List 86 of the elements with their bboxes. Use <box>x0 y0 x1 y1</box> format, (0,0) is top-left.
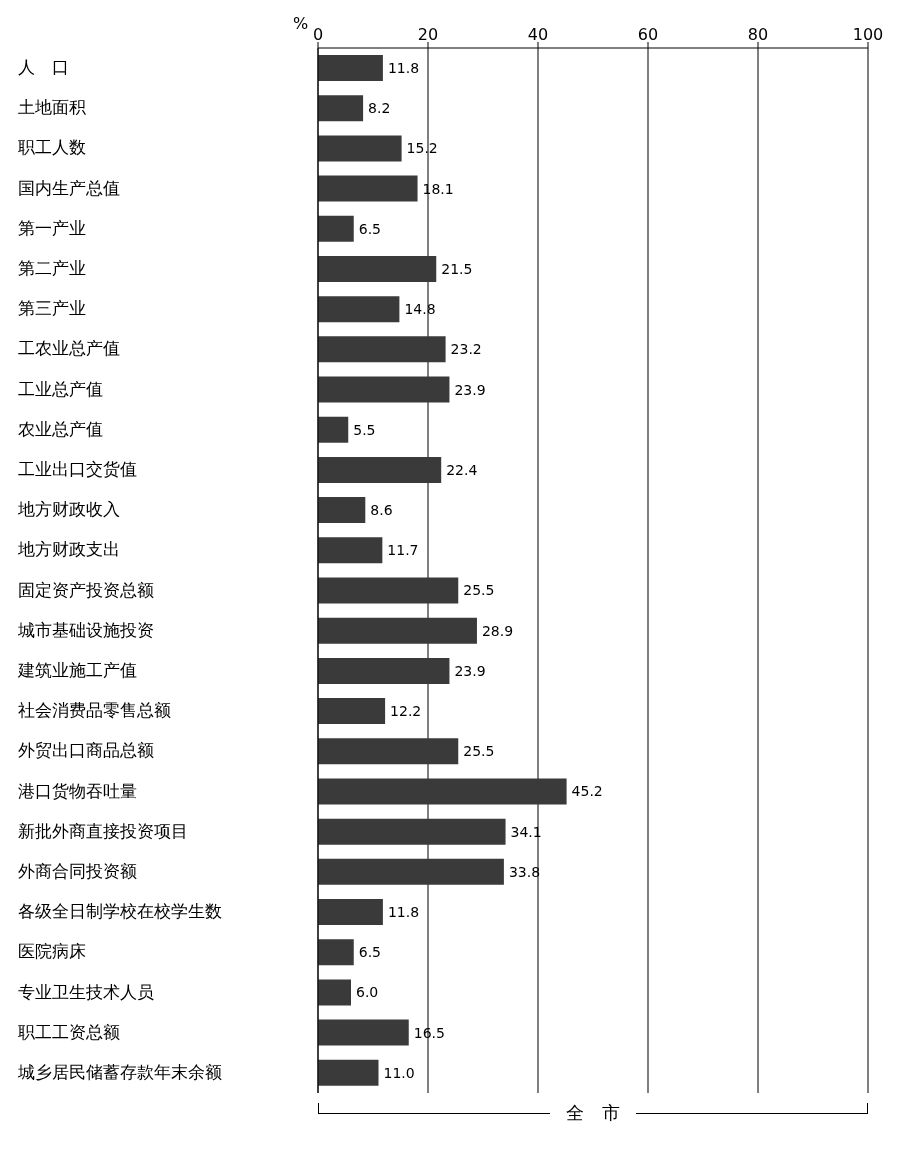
bar <box>318 336 446 363</box>
bar <box>318 858 504 885</box>
y-tick-label: 各级全日制学校在校学生数 <box>18 901 222 922</box>
bar <box>318 497 366 524</box>
x-tick-label: 60 <box>637 25 659 44</box>
y-tick-label: 人 口 <box>18 57 69 78</box>
bar <box>318 55 383 81</box>
bar <box>318 738 459 765</box>
bar <box>318 778 567 805</box>
bar <box>318 657 450 684</box>
y-tick-label: 第一产业 <box>18 217 86 238</box>
y-tick-label: 地方财政支出 <box>17 539 120 560</box>
data-label: 11.8 <box>387 59 420 76</box>
y-tick-label: 外贸出口商品总额 <box>18 740 154 761</box>
y-tick-label: 工农业总产值 <box>18 338 120 359</box>
bar <box>318 1059 379 1086</box>
bar <box>318 175 418 202</box>
data-label: 14.8 <box>404 301 436 318</box>
bar <box>318 376 450 403</box>
bar <box>318 617 477 644</box>
x-tick-label: 100 <box>852 25 884 44</box>
y-tick-label: 工业出口交货值 <box>18 459 137 480</box>
x-tick-label: 20 <box>417 25 439 44</box>
bar <box>318 577 459 604</box>
y-tick-label: 工业总产值 <box>18 378 103 399</box>
data-label: 18.1 <box>422 180 454 197</box>
y-tick-label: 第二产业 <box>18 258 86 279</box>
bar <box>318 537 383 564</box>
y-tick-label: 土地面积 <box>18 97 86 118</box>
bar <box>318 255 437 282</box>
data-label: 5.5 <box>353 421 376 438</box>
x-axis-title: % <box>293 14 309 33</box>
data-label: 34.1 <box>510 823 542 840</box>
data-label: 6.5 <box>358 220 382 237</box>
data-label: 21.5 <box>441 260 473 277</box>
y-tick-label: 专业卫生技术人员 <box>18 981 154 1002</box>
y-tick-label: 国内生产总值 <box>18 177 120 198</box>
y-tick-label: 第三产业 <box>18 298 86 319</box>
bar <box>318 979 351 1006</box>
y-tick-label: 城乡居民储蓄存款年末余额 <box>17 1061 222 1082</box>
data-label: 23.2 <box>450 341 482 358</box>
y-tick-label: 社会消费品零售总额 <box>18 700 171 721</box>
y-tick-label: 港口货物吞吐量 <box>18 780 137 801</box>
y-tick-label: 新批外商直接投资项目 <box>18 820 188 841</box>
bar <box>318 416 349 443</box>
y-tick-label: 固定资产投资总额 <box>18 579 154 600</box>
bar <box>318 296 400 323</box>
y-tick-label: 建筑业施工产值 <box>17 659 137 680</box>
y-tick-label: 职工人数 <box>18 137 86 158</box>
data-label: 25.5 <box>463 582 495 599</box>
data-label: 11.8 <box>387 904 420 921</box>
data-label: 16.5 <box>413 1024 445 1041</box>
x-tick-label: 0 <box>312 25 324 44</box>
text: 全 市 <box>565 1101 621 1125</box>
data-label: 8.2 <box>368 100 391 117</box>
y-tick-label: 农业总产值 <box>18 418 103 439</box>
bar <box>318 899 383 926</box>
bar <box>318 215 354 242</box>
data-label: 28.9 <box>481 622 514 639</box>
bar <box>318 1019 409 1046</box>
data-label: 22.4 <box>446 461 478 478</box>
data-label: 23.9 <box>454 381 486 398</box>
bar <box>318 135 402 162</box>
data-label: 8.6 <box>370 502 393 519</box>
data-label: 45.2 <box>571 783 603 800</box>
y-tick-label: 职工工资总额 <box>18 1021 120 1042</box>
data-label: 6.5 <box>358 944 382 961</box>
bar <box>318 939 354 966</box>
data-label: 25.5 <box>463 743 495 760</box>
data-label: 33.8 <box>508 863 541 880</box>
data-label: 11.0 <box>383 1064 415 1081</box>
data-label: 11.7 <box>387 542 419 559</box>
bar <box>318 456 442 483</box>
x-tick-label: 80 <box>747 25 769 44</box>
data-label: 15.2 <box>406 140 438 157</box>
data-label: 23.9 <box>454 662 486 679</box>
data-label: 6.0 <box>356 984 379 1001</box>
x-tick-label: 40 <box>527 25 549 44</box>
bar <box>318 95 364 122</box>
y-tick-label: 外商合同投资额 <box>18 860 137 881</box>
y-tick-label: 城市基础设施投资 <box>17 619 154 640</box>
y-tick-label: 医院病床 <box>18 941 86 962</box>
bar <box>318 698 386 725</box>
data-label: 12.2 <box>390 703 422 720</box>
bar <box>318 818 506 845</box>
y-tick-label: 地方财政收入 <box>17 499 120 520</box>
